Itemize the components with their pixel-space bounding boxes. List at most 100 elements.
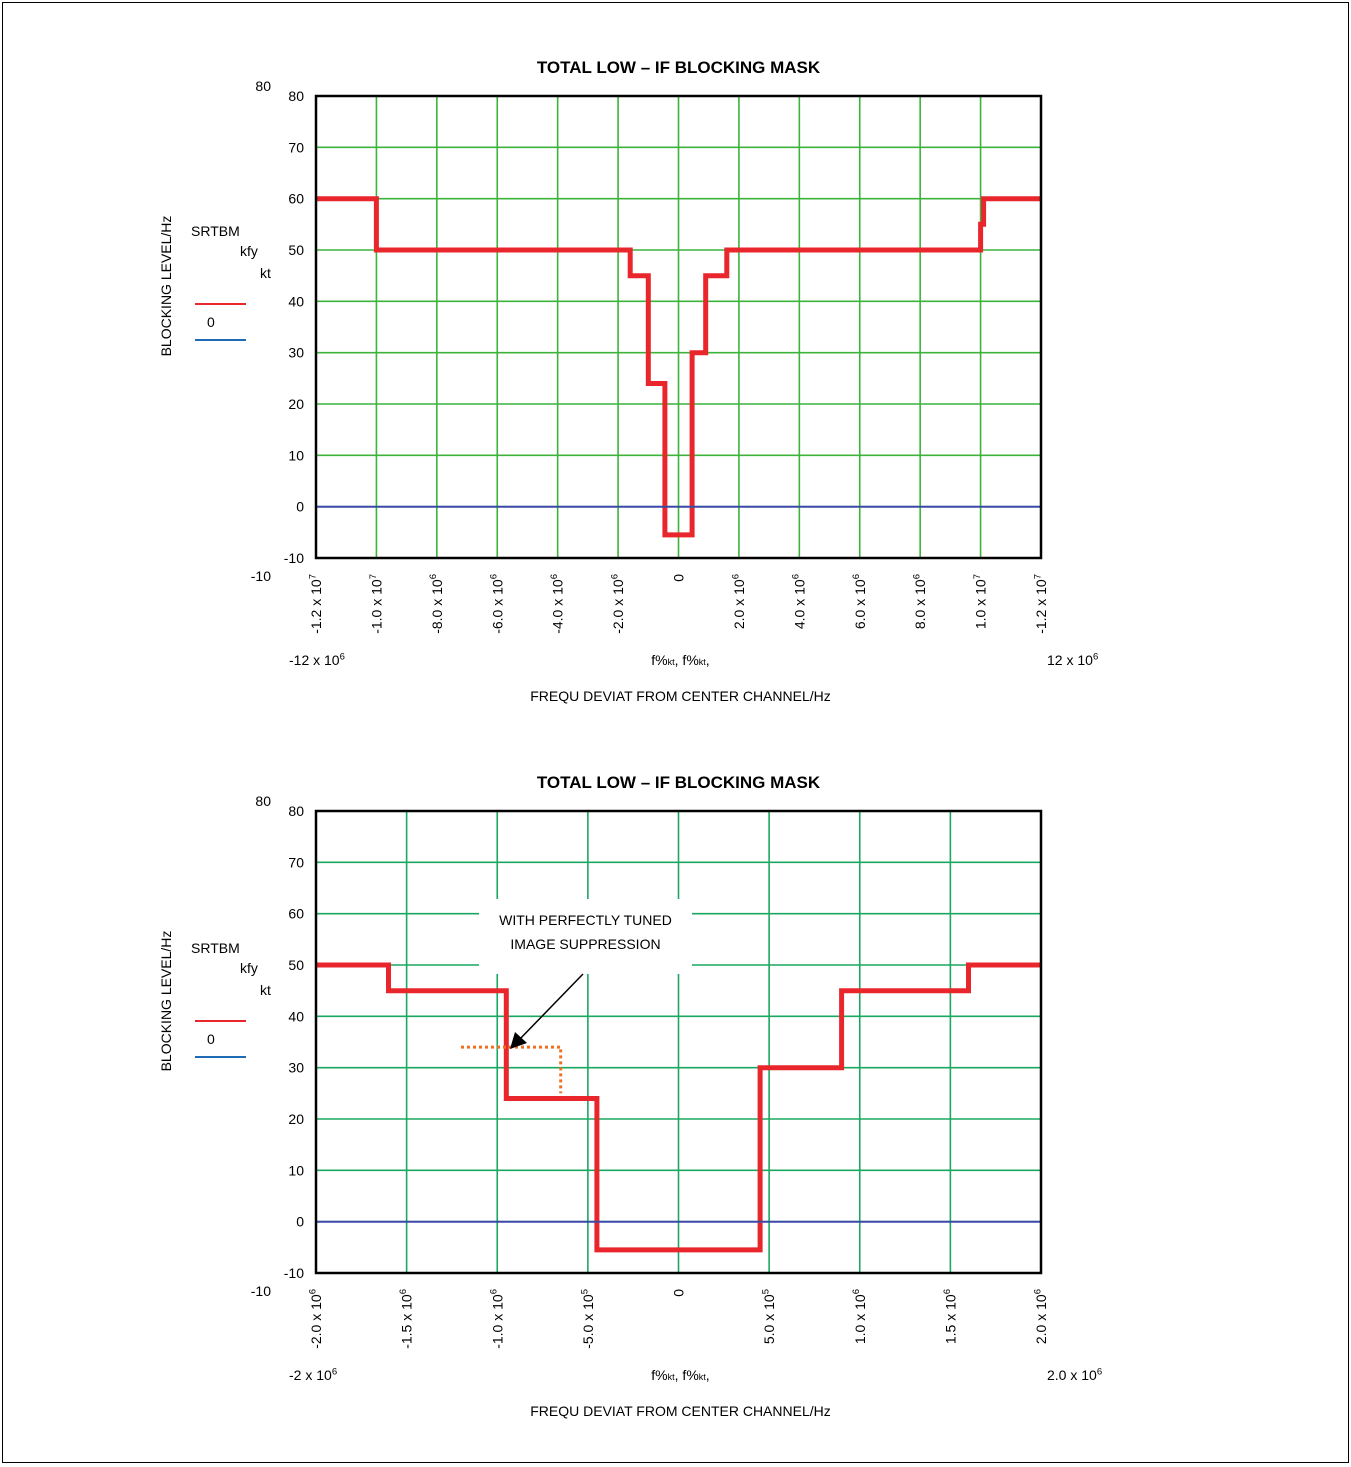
x-right-label: 12 x 106 [1047,651,1098,668]
legend-entry-label: 0 [207,1031,215,1047]
annotation-arrow-head [510,1032,527,1049]
x-tick-label-group: -1.2 x 107 [307,574,324,634]
x-tick-label: -8.0 x 106 [428,574,445,634]
y-tick-label: 0 [296,1214,304,1230]
x-tick-label-group: -2.0 x 106 [307,1289,324,1349]
legend-sub-2: kt [260,982,271,998]
legend-sub-1: kfy [240,960,258,976]
x-tick-label: 1.0 x 106 [851,1289,868,1344]
legend-sub-2: kt [260,265,271,281]
x-tick-label: -1.0 x 107 [368,574,385,634]
y-tick-label: 10 [288,447,304,463]
x-tick-label: 6.0 x 106 [851,574,868,629]
x-tick-label: 1.0 x 107 [972,574,989,629]
x-tick-label: 0 [671,574,687,582]
x-tick-label: -1.5 x 106 [398,1289,415,1349]
x-tick-label-group: -1.2 x 107 [1032,574,1049,634]
x-center-label: f%kt, f%kt, [651,652,709,668]
chart-title: TOTAL LOW – IF BLOCKING MASK [537,773,821,792]
x-tick-label-group: 0 [671,574,687,582]
y-axis-label-group: BLOCKING LEVEL/Hz [158,931,174,1072]
plot-border [314,94,1043,560]
x-tick-label-group: -1.5 x 106 [398,1289,415,1349]
y-axis-label: BLOCKING LEVEL/Hz [158,216,174,357]
mask-series-line [316,962,1041,1253]
chart-title: TOTAL LOW – IF BLOCKING MASK [537,58,821,77]
x-tick-label-group: 8.0 x 106 [912,574,929,629]
y-tick-label: 30 [288,1060,304,1076]
x-tick-label: 5.0 x 105 [761,1289,778,1344]
y-outer-label-bottom: -10 [251,568,271,584]
x-tick-label: -1.0 x 106 [489,1289,506,1349]
x-tick-label: 1.5 x 106 [942,1289,959,1344]
y-tick-label: 10 [288,1162,304,1178]
x-tick-label: -2.0 x 106 [609,574,626,634]
y-outer-label-bottom: -10 [251,1283,271,1299]
y-tick-label: 40 [288,1008,304,1024]
y-tick-label: 70 [288,139,304,155]
y-tick-label: -10 [284,1265,304,1281]
y-axis-label: BLOCKING LEVEL/Hz [158,931,174,1072]
x-tick-label-group: -6.0 x 106 [489,574,506,634]
legend-sub-1: kfy [240,243,258,259]
legend-title: SRTBM [191,940,240,956]
legend-entry-label: 0 [207,314,215,330]
x-tick-label-group: 2.0 x 106 [1032,1289,1049,1344]
x-tick-label-group: 6.0 x 106 [851,574,868,629]
y-tick-label: 0 [296,499,304,515]
annotation-arrow-line [517,973,584,1042]
y-axis-label-group: BLOCKING LEVEL/Hz [158,216,174,357]
y-tick-label: 50 [288,242,304,258]
x-tick-label-group: 1.0 x 106 [851,1289,868,1344]
y-outer-label-top: 80 [255,78,271,94]
x-left-label: -2 x 106 [289,1366,337,1383]
x-center-label: f%kt, f%kt, [651,1367,709,1383]
annotation-box [479,899,692,974]
y-tick-label: 60 [288,906,304,922]
x-tick-label-group: -5.0 x 105 [579,1289,596,1349]
tuned-suppression-line [461,1045,563,1094]
y-outer-label-top: 80 [255,793,271,809]
x-tick-label-group: -8.0 x 106 [428,574,445,634]
y-tick-label: 50 [288,957,304,973]
y-tick-label: 70 [288,854,304,870]
mask-series-line [316,196,1041,538]
x-tick-label-group: -2.0 x 106 [609,574,626,634]
x-tick-label: -5.0 x 105 [579,1289,596,1349]
x-tick-label-group: -4.0 x 106 [549,574,566,634]
x-tick-label: -6.0 x 106 [489,574,506,634]
x-tick-label-group: -1.0 x 107 [368,574,385,634]
x-tick-label: -4.0 x 106 [549,574,566,634]
y-tick-label: 80 [288,88,304,104]
y-tick-label: 80 [288,803,304,819]
y-tick-label: 60 [288,191,304,207]
y-tick-label: 40 [288,293,304,309]
y-tick-label: 20 [288,396,304,412]
annotation-line-2: IMAGE SUPPRESSION [510,936,660,952]
x-tick-label: 4.0 x 106 [791,574,808,629]
chart-1: TOTAL LOW – IF BLOCKING MASK 80 70 60 50 40 30… [158,58,1098,704]
x-left-label: -12 x 106 [289,651,345,668]
x-tick-label-group: -1.0 x 106 [489,1289,506,1349]
x-right-label: 2.0 x 106 [1047,1366,1102,1383]
y-tick-label: -10 [284,550,304,566]
x-tick-label: 2.0 x 106 [730,574,747,629]
x-tick-label: 8.0 x 106 [912,574,929,629]
x-tick-label-group: 5.0 x 105 [761,1289,778,1344]
x-tick-label: 0 [671,1289,687,1297]
annotation-line-1: WITH PERFECTLY TUNED [499,912,672,928]
x-tick-label-group: 1.5 x 106 [942,1289,959,1344]
x-axis-label: FREQU DEVIAT FROM CENTER CHANNEL/Hz [530,1403,831,1419]
x-tick-label: -1.2 x 107 [1032,574,1049,634]
x-tick-label-group: 2.0 x 106 [730,574,747,629]
y-tick-label: 20 [288,1111,304,1127]
chart-2: TOTAL LOW – IF BLOCKING MASK 80 70 60 50 40 30… [158,773,1102,1419]
y-tick-label: 30 [288,345,304,361]
x-tick-label: -2.0 x 106 [307,1289,324,1349]
x-tick-label-group: 1.0 x 107 [972,574,989,629]
x-tick-label-group: 4.0 x 106 [791,574,808,629]
x-tick-label: 2.0 x 106 [1032,1289,1049,1344]
legend-title: SRTBM [191,223,240,239]
x-axis-label: FREQU DEVIAT FROM CENTER CHANNEL/Hz [530,688,831,704]
